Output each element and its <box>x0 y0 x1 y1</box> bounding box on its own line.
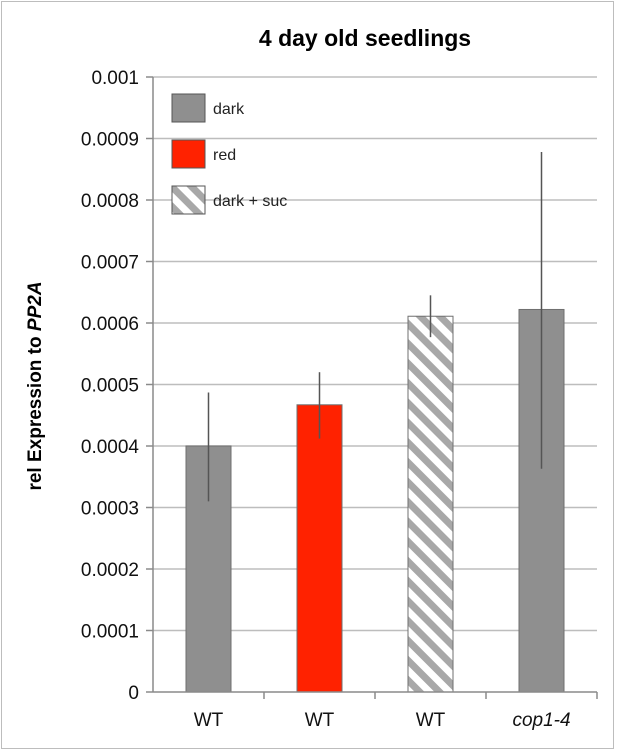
y-axis-label-gene: PP2A <box>25 281 46 331</box>
legend: dark red dark + suc <box>171 93 287 215</box>
bars <box>185 308 565 693</box>
x-tick-label: cop1-4 <box>512 710 570 731</box>
x-tick-label: WT <box>194 710 224 731</box>
error-bars <box>207 152 543 502</box>
y-axis-label-prefix: rel Expression to <box>25 331 46 490</box>
y-tick-label: 0.0007 <box>81 253 139 274</box>
x-tick-label: WT <box>416 710 446 731</box>
legend-label: dark + suc <box>213 193 287 210</box>
x-tick-label: WT <box>305 710 335 731</box>
legend-label: red <box>213 147 236 164</box>
x-axis-ticks: WT WT WT cop1-4 <box>194 692 598 731</box>
legend-swatch <box>171 93 206 123</box>
y-tick-label: 0.0002 <box>81 560 139 581</box>
y-tick-label: 0.0006 <box>81 314 139 335</box>
legend-swatch <box>171 139 206 169</box>
chart-title: 4 day old seedlings <box>259 25 471 51</box>
y-axis-label: rel Expression to PP2A <box>25 281 46 490</box>
y-tick-label: 0.0003 <box>81 499 139 520</box>
legend-label: dark <box>213 101 245 118</box>
y-tick-label: 0 <box>128 683 139 704</box>
bar <box>407 315 454 693</box>
y-tick-label: 0.0001 <box>81 622 139 643</box>
y-tick-label: 0.0008 <box>81 191 139 212</box>
bar <box>296 404 343 693</box>
y-tick-label: 0.0005 <box>81 376 139 397</box>
legend-swatch <box>171 185 206 215</box>
y-tick-label: 0.001 <box>91 68 139 89</box>
y-axis-ticks: 0 0.0001 0.0002 0.0003 0.0004 0.0005 0.0006 0.0… <box>81 68 153 704</box>
y-tick-label: 0.0004 <box>81 437 140 458</box>
y-tick-label: 0.0009 <box>81 130 139 151</box>
